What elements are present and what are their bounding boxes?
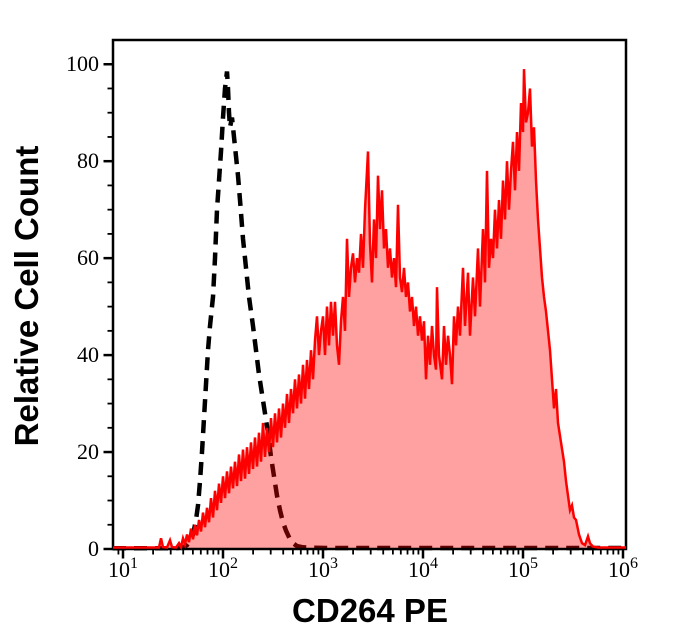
x-tick-exponent: 5: [530, 555, 538, 572]
y-tick-label-60: 60: [77, 245, 99, 271]
x-tick-label-10e5: 105: [508, 555, 538, 582]
sample-area-fill: [113, 69, 626, 549]
x-tick-exponent: 4: [430, 555, 438, 572]
x-tick-label-10e3: 103: [308, 555, 338, 582]
plot-frame: [111, 38, 628, 551]
x-tick-exponent: 1: [130, 555, 138, 572]
x-tick-exponent: 3: [330, 555, 338, 572]
y-axis-title: Relative Cell Count: [8, 145, 45, 447]
x-tick-exponent: 6: [630, 555, 638, 572]
x-tick-label-10e1: 101: [108, 555, 138, 582]
y-tick-label-100: 100: [66, 51, 99, 77]
x-tick-label-10e4: 104: [408, 555, 438, 582]
x-tick-exponent: 2: [230, 555, 238, 572]
y-tick-label-80: 80: [77, 148, 99, 174]
y-tick-label-20: 20: [77, 439, 99, 465]
x-axis-title: CD264 PE: [292, 592, 448, 629]
y-tick-label-0: 0: [88, 536, 99, 561]
sample-red-curve: [113, 69, 626, 551]
x-tick-label-10e6: 106: [608, 555, 638, 582]
control-dashed-curve: [113, 71, 626, 551]
x-tick-label-10e2: 102: [208, 555, 238, 582]
y-tick-label-40: 40: [77, 342, 99, 368]
